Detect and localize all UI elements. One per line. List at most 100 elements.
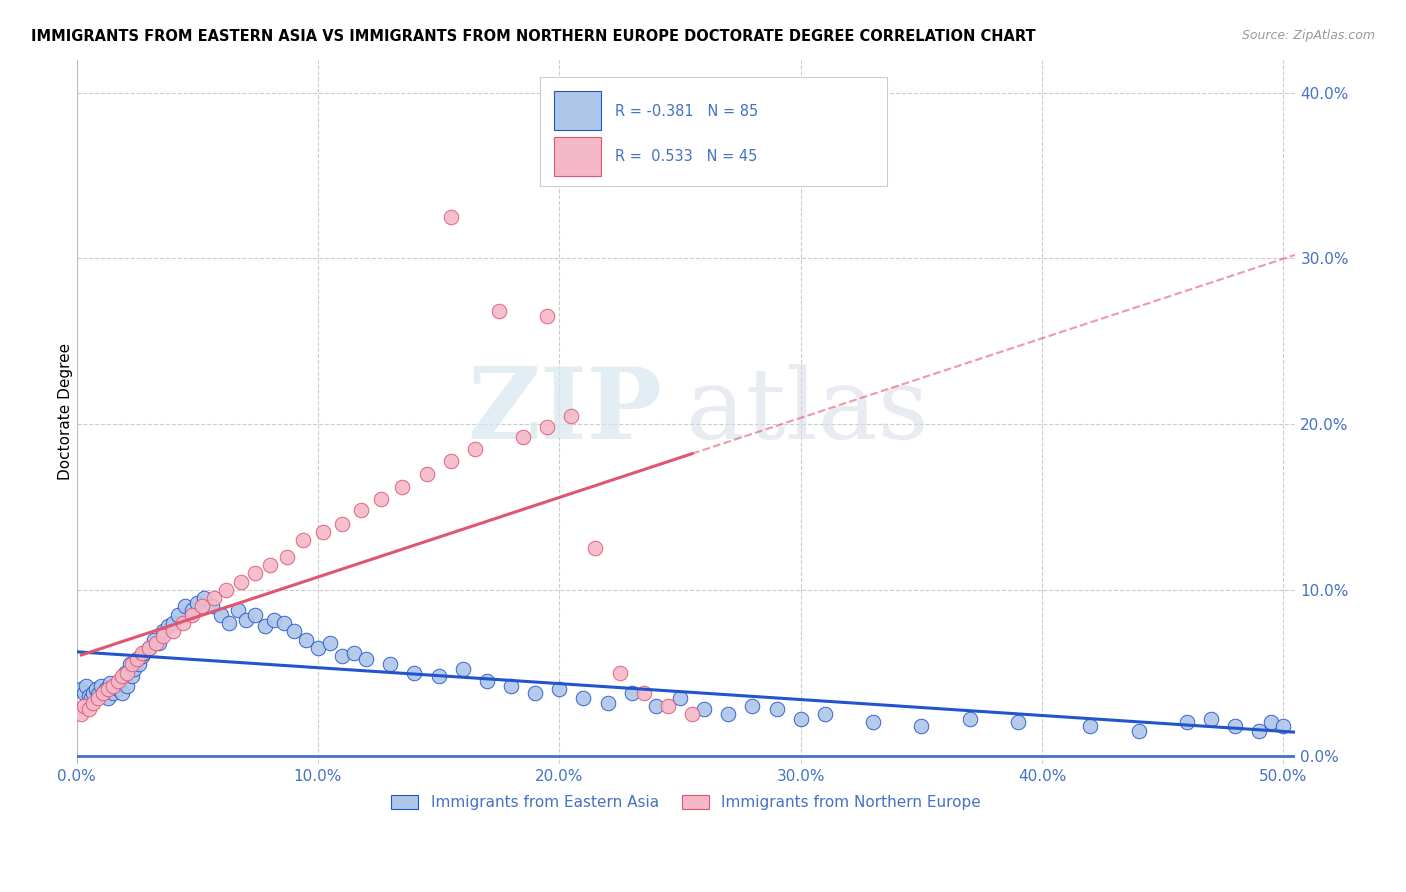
Point <box>98 675 121 690</box>
Point <box>243 566 266 581</box>
Point <box>343 646 366 660</box>
Point <box>669 690 692 705</box>
Point <box>111 669 134 683</box>
Point <box>440 453 463 467</box>
FancyBboxPatch shape <box>554 91 600 130</box>
Point <box>263 613 285 627</box>
Point <box>330 649 353 664</box>
Point <box>536 420 558 434</box>
Point <box>1078 719 1101 733</box>
Point <box>229 574 252 589</box>
Point <box>128 657 150 672</box>
Point <box>167 607 190 622</box>
Point <box>276 549 298 564</box>
Point <box>108 673 131 688</box>
Point <box>121 657 143 672</box>
Point <box>499 679 522 693</box>
Point <box>1249 723 1271 738</box>
Point <box>415 467 437 481</box>
Point <box>124 662 146 676</box>
Point <box>440 210 463 224</box>
Point <box>148 636 170 650</box>
Point <box>596 696 619 710</box>
Point <box>391 480 413 494</box>
Point <box>209 607 232 622</box>
Point <box>101 685 124 699</box>
Point <box>307 640 329 655</box>
Point <box>77 702 100 716</box>
Point <box>87 690 110 705</box>
Point <box>115 665 138 680</box>
Point <box>138 640 160 655</box>
Point <box>273 615 295 630</box>
Point <box>172 615 194 630</box>
Point <box>145 636 167 650</box>
Point <box>464 442 486 456</box>
Point <box>226 603 249 617</box>
Point <box>572 690 595 705</box>
Point <box>101 679 124 693</box>
Point <box>70 682 93 697</box>
Text: atlas: atlas <box>686 364 929 459</box>
Point <box>152 629 174 643</box>
Text: ZIP: ZIP <box>467 363 662 460</box>
Point <box>350 503 373 517</box>
Point <box>524 685 547 699</box>
Point <box>97 682 120 697</box>
Point <box>427 669 450 683</box>
Point <box>131 649 153 664</box>
Point <box>97 690 120 705</box>
Point <box>741 698 763 713</box>
FancyBboxPatch shape <box>540 78 887 186</box>
Point <box>131 646 153 660</box>
Point <box>114 665 136 680</box>
Point <box>181 607 204 622</box>
Point <box>70 707 93 722</box>
Text: IMMIGRANTS FROM EASTERN ASIA VS IMMIGRANTS FROM NORTHERN EUROPE DOCTORATE DEGREE: IMMIGRANTS FROM EASTERN ASIA VS IMMIGRAN… <box>31 29 1036 44</box>
Point <box>789 712 811 726</box>
Point <box>354 652 377 666</box>
Point <box>657 698 679 713</box>
Point <box>162 624 184 639</box>
Point <box>201 599 224 614</box>
Text: R =  0.533   N = 45: R = 0.533 N = 45 <box>616 149 758 164</box>
Point <box>193 591 215 606</box>
Point <box>121 669 143 683</box>
Point <box>111 685 134 699</box>
Point <box>312 524 335 539</box>
Point <box>152 624 174 639</box>
Point <box>107 673 129 688</box>
Legend: Immigrants from Eastern Asia, Immigrants from Northern Europe: Immigrants from Eastern Asia, Immigrants… <box>385 789 987 816</box>
Point <box>475 673 498 688</box>
Point <box>134 646 156 660</box>
Point <box>215 582 238 597</box>
Point <box>90 679 112 693</box>
Point <box>1007 715 1029 730</box>
Point <box>84 682 107 697</box>
Point <box>94 682 117 697</box>
Point <box>186 596 208 610</box>
Point <box>910 719 932 733</box>
Point <box>548 682 571 697</box>
Point <box>681 707 703 722</box>
Point <box>644 698 666 713</box>
Point <box>125 652 148 666</box>
Point <box>191 599 214 614</box>
Point <box>585 541 607 556</box>
Point <box>488 304 510 318</box>
Point <box>118 657 141 672</box>
Point <box>1260 715 1282 730</box>
Point <box>1128 723 1150 738</box>
Point <box>536 310 558 324</box>
Point <box>1175 715 1198 730</box>
Point <box>693 702 716 716</box>
Point <box>633 685 655 699</box>
Point <box>1223 719 1246 733</box>
Point <box>253 619 276 633</box>
Point <box>765 702 787 716</box>
Point <box>115 679 138 693</box>
Point <box>73 685 96 699</box>
Point <box>82 696 104 710</box>
Point <box>162 615 184 630</box>
Point <box>82 685 104 699</box>
